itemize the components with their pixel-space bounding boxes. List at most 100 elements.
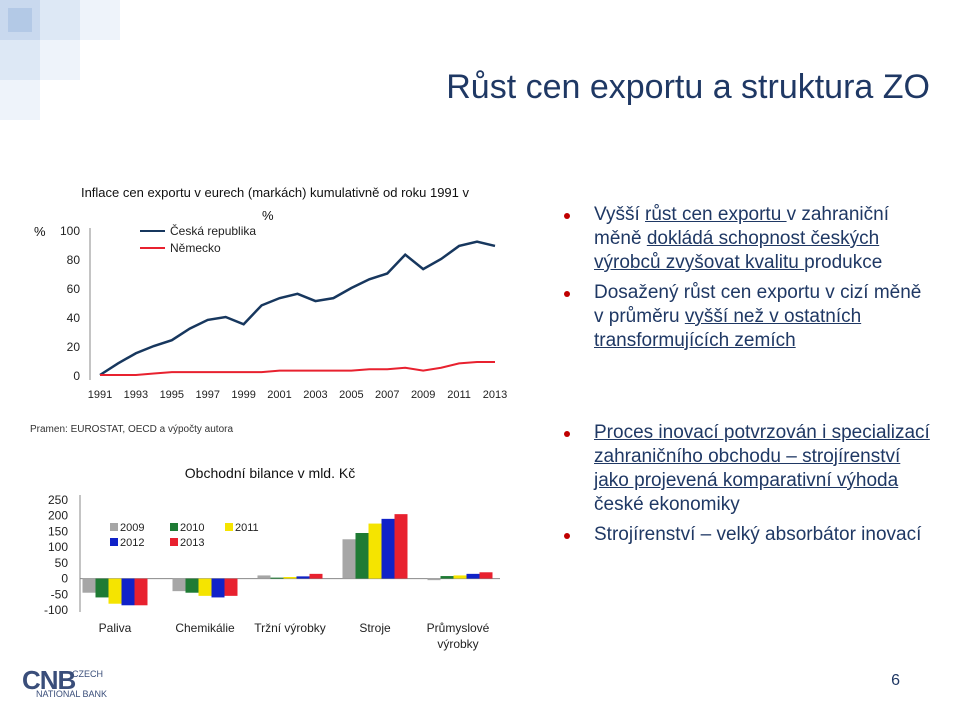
line-chart-x-tick: 2007 [375,389,399,401]
bullet-text: Dosažený růst cen exportu v cizí měně v … [594,282,922,327]
bar-2009-1 [172,578,186,592]
bar-chart-y-tick: 200 [48,509,68,523]
bar-legend-label: 2012 [120,537,144,549]
bar-2011-3 [368,523,382,579]
bar-legend-label: 2013 [180,537,204,549]
line-chart-y-tick: 60 [67,282,81,296]
page-number: 6 [891,672,900,689]
bullet-text: produkce [804,252,883,273]
logo-line1: CZECH [72,669,103,679]
bar-legend-swatch [225,523,233,531]
bullet-text: v zahraniční měně [594,204,890,249]
line-chart-x-tick: 2005 [339,389,363,401]
bar-category-label: Chemikálie [175,621,235,635]
line-chart-x-tick: 1993 [124,389,148,401]
line-chart-x-tick: 1991 [88,389,112,401]
bullet-text: Vyšší [594,204,646,225]
bar-2012-0 [121,578,135,606]
bar-2013-0 [134,578,148,606]
legend-label: Německo [170,241,221,255]
bar-2009-2 [257,575,271,579]
bar-chart-y-tick: -100 [44,603,68,617]
bullet-text: Strojírenství – velký absorbátor inovací [594,524,922,545]
bullet-item: Proces inovací potvrzován i specializací… [560,421,930,517]
y-axis-unit: % [34,224,46,239]
bar-legend-label: 2011 [235,522,259,534]
bar-2012-1 [211,578,225,598]
bar-2010-1 [185,578,199,593]
bar-2011-1 [198,578,212,596]
bar-chart-y-tick: 100 [48,540,68,554]
bullets-top: Vyšší růst cen exportu v zahraniční měně… [560,203,930,359]
line-chart-y-tick: 80 [67,253,81,267]
bullet-item: Vyšší růst cen exportu v zahraniční měně… [560,203,930,275]
bullet-text: růst cen exportu [645,204,787,225]
bar-category-label-line2: výrobky [437,637,478,651]
line-chart-x-tick: 2011 [447,389,471,401]
line-series-1 [99,240,496,377]
cnb-logo: CNB CZECH NATIONAL BANK [22,665,142,699]
bullet-item: Dosažený růst cen exportu v cizí měně v … [560,281,930,353]
bullets-bottom: Proces inovací potvrzován i specializací… [560,421,930,553]
bar-chart-title: Obchodní bilance v mld. Kč [185,465,355,481]
line-chart-x-tick: 1995 [160,389,184,401]
bar-2013-1 [224,578,238,596]
bar-category-label: Průmyslové [427,621,490,635]
line-series-2 [100,360,495,376]
bar-2009-0 [82,578,96,593]
slide-title: Růst cen exportu a struktura ZO [446,68,930,106]
line-chart-x-tick: 1999 [231,389,255,401]
bar-legend-swatch [170,523,178,531]
bar-2009-3 [342,539,356,579]
bar-category-label: Tržní výrobky [254,621,326,635]
bar-2012-2 [296,576,310,579]
legend-label: Česká republika [170,223,256,238]
bar-category-label: Paliva [99,621,132,635]
line-chart-title-unit: % [262,208,274,223]
line-chart-y-tick: 20 [67,340,81,354]
line-chart-y-tick: 100 [60,224,80,238]
bar-category-label: Stroje [359,621,391,635]
bar-2010-0 [95,578,109,598]
bullet-text: Proces inovací potvrzován i specializací… [594,422,930,491]
bar-2013-3 [394,514,408,579]
line-chart-y-tick: 40 [67,311,81,325]
source-note: Pramen: EUROSTAT, OECD a výpočty autora [30,424,234,435]
bar-2012-4 [466,573,480,579]
bar-2013-4 [479,572,493,579]
bar-legend-label: 2010 [180,522,204,534]
corner-decoration [0,0,160,120]
bar-2010-3 [355,533,369,579]
bar-2010-2 [270,577,284,579]
bar-chart-y-tick: 150 [48,524,68,538]
line-chart-x-tick: 2009 [411,389,435,401]
bar-chart-y-tick: 0 [61,572,68,586]
line-chart-x-tick: 2001 [267,389,291,401]
bar-2013-2 [309,573,323,579]
line-chart-x-tick: 2003 [303,389,327,401]
logo-line2: NATIONAL BANK [36,689,108,699]
logo-mark: CNB [22,665,76,695]
bar-2012-3 [381,518,395,579]
bar-legend-swatch [170,538,178,546]
line-chart-x-tick: 1997 [195,389,219,401]
bar-legend-label: 2009 [120,522,144,534]
bar-2011-4 [453,575,467,579]
bar-legend-swatch [110,523,118,531]
bar-chart-y-tick: 250 [48,493,68,507]
bullet-text: české ekonomiky [594,494,740,515]
bar-2011-2 [283,577,297,579]
bar-chart-y-tick: -50 [51,587,69,601]
line-chart-x-tick: 2013 [483,389,507,401]
bullet-item: Strojírenství – velký absorbátor inovací [560,523,930,547]
bar-chart-y-tick: 50 [55,556,69,570]
line-chart-title: Inflace cen exportu v eurech (markách) k… [80,185,470,200]
bullet-text: dokládá schopnost českých výrobců zvyšov… [594,228,880,273]
bar-2010-4 [440,576,454,579]
bar-legend-swatch [110,538,118,546]
bar-2011-0 [108,578,122,604]
bullet-text: vyšší než v ostatních transformujících z… [594,306,862,351]
line-chart-y-tick: 0 [73,369,80,383]
bar-2009-4 [427,578,441,581]
